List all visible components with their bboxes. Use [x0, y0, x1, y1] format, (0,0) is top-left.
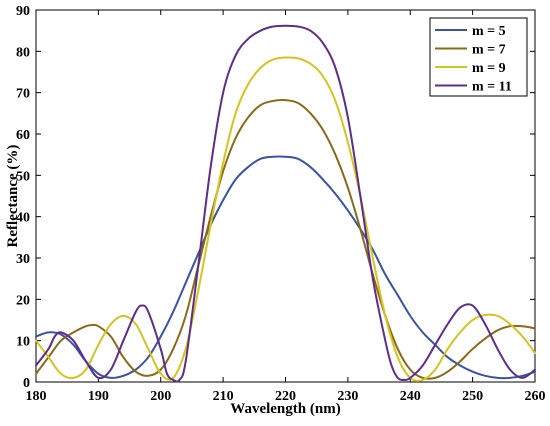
- y-tick-label: 20: [16, 293, 30, 308]
- x-tick-label: 220: [275, 389, 296, 404]
- legend-label-1: m = 5: [472, 24, 506, 39]
- legend-label-2: m = 7: [472, 43, 506, 58]
- y-axis-label: Reflectance (%): [5, 145, 21, 248]
- y-tick-label: 60: [16, 128, 30, 143]
- x-tick-label: 260: [525, 389, 546, 404]
- series-line-3: [35, 56, 536, 382]
- y-tick-label: 50: [16, 169, 30, 184]
- y-tick-label: 70: [16, 87, 30, 102]
- y-tick-label: 0: [23, 376, 30, 391]
- x-axis-ticks: 180 190 200 210 220 230 240 250 260: [26, 10, 546, 404]
- y-tick-label: 10: [16, 335, 30, 350]
- series-lines: [35, 24, 536, 383]
- x-tick-label: 230: [337, 389, 358, 404]
- y-tick-label: 90: [16, 4, 30, 19]
- x-tick-label: 190: [88, 389, 109, 404]
- series-line-4: [35, 24, 536, 383]
- legend-label-4: m = 11: [472, 80, 512, 95]
- series-line-2: [35, 98, 536, 380]
- y-axis-ticks: 0 10 20 30 40 50 60 70 80 90: [16, 4, 535, 391]
- x-tick-label: 240: [400, 389, 421, 404]
- x-axis-label: Wavelength (nm): [230, 401, 340, 417]
- x-tick-label: 200: [150, 389, 171, 404]
- series-line-1: [35, 155, 536, 380]
- y-tick-label: 40: [16, 211, 30, 226]
- x-tick-label: 250: [462, 389, 483, 404]
- y-tick-label: 30: [16, 252, 30, 267]
- legend-label-3: m = 9: [472, 61, 506, 76]
- legend: m = 5 m = 7 m = 9 m = 11: [429, 17, 528, 97]
- x-tick-label: 180: [26, 389, 47, 404]
- y-tick-label: 80: [16, 45, 30, 60]
- x-tick-label: 210: [213, 389, 234, 404]
